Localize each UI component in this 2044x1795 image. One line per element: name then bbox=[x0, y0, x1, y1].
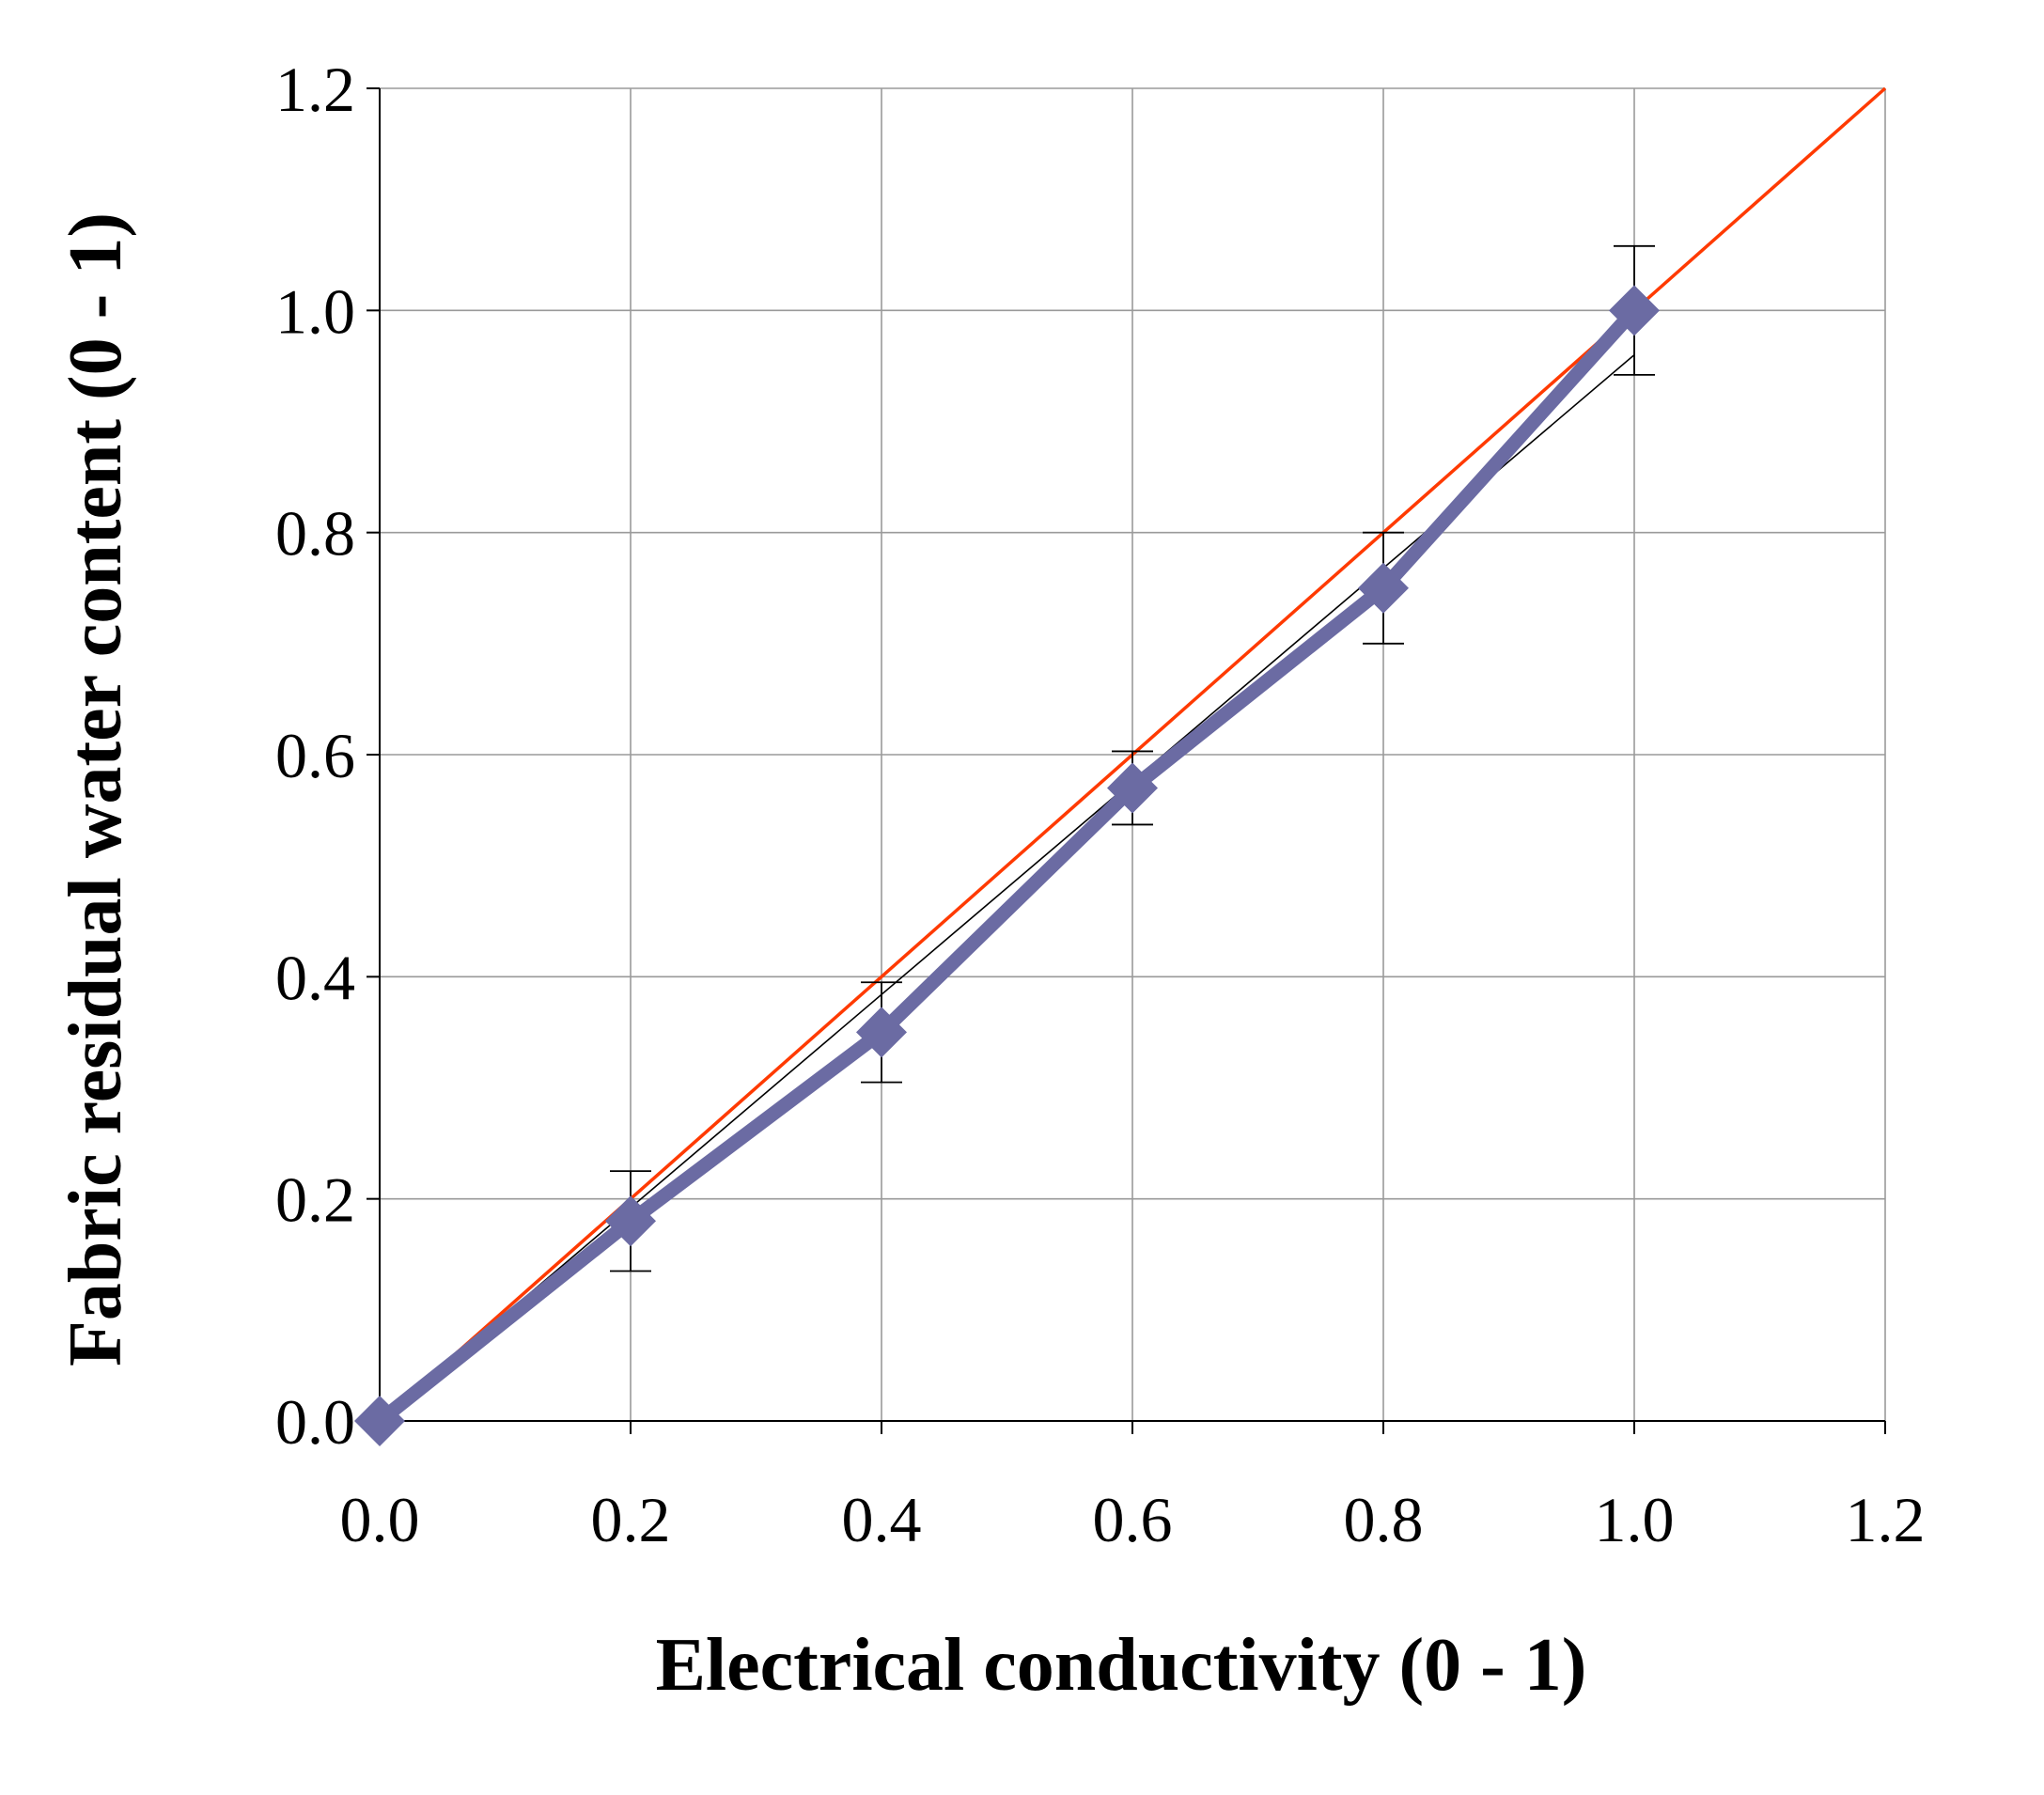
data-point-marker bbox=[1107, 762, 1158, 814]
x-tick-label: 0.0 bbox=[340, 1484, 420, 1555]
x-tick-label: 0.6 bbox=[1093, 1484, 1173, 1555]
y-tick-label: 0.0 bbox=[275, 1386, 355, 1458]
y-tick-label: 1.0 bbox=[275, 275, 355, 347]
x-tick-label: 1.0 bbox=[1595, 1484, 1675, 1555]
data-point-marker bbox=[605, 1195, 656, 1247]
x-tick-label: 0.2 bbox=[591, 1484, 671, 1555]
y-tick-label: 0.8 bbox=[275, 498, 355, 570]
data-point-marker bbox=[856, 1007, 907, 1058]
data-point-marker bbox=[1609, 285, 1660, 336]
x-tick-label: 0.8 bbox=[1344, 1484, 1424, 1555]
axes bbox=[367, 87, 1886, 1434]
measured-series-line bbox=[375, 305, 1640, 1427]
tick-labels: 0.0 0.2 0.4 0.6 0.8 1.0 1.2 0.0 0.2 0.4 0.6 0.8 1.0 1… bbox=[275, 54, 1926, 1555]
x-tick-label: 1.2 bbox=[1846, 1484, 1926, 1555]
series bbox=[354, 86, 1887, 1446]
data-point-marker bbox=[1358, 562, 1409, 614]
data-point-marker bbox=[354, 1396, 405, 1446]
x-tick-label: 0.4 bbox=[842, 1484, 922, 1555]
y-axis-title: Fabric residual water content (0 - 1) bbox=[55, 212, 137, 1366]
y-tick-label: 0.4 bbox=[275, 942, 355, 1013]
x-axis-title: Electrical conductivity (0 - 1) bbox=[656, 1624, 1587, 1707]
y-tick-label: 0.2 bbox=[275, 1164, 355, 1236]
y-tick-label: 0.6 bbox=[275, 720, 355, 791]
y-tick-label: 1.2 bbox=[275, 54, 355, 125]
